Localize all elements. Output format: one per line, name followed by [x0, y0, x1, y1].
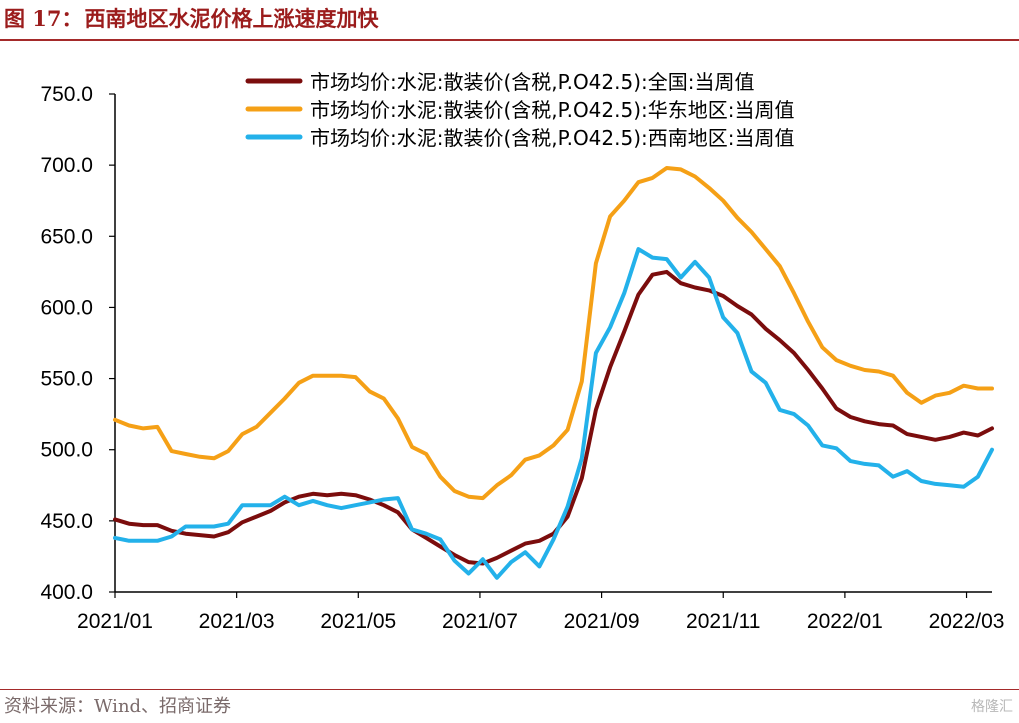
x-tick-label: 2021/09 [564, 610, 640, 633]
source-divider [0, 689, 1019, 690]
watermark-logo: 格隆汇 [971, 699, 1013, 715]
y-tick-label: 500.0 [40, 439, 93, 462]
series-line-3 [113, 247, 994, 580]
legend-label-3: 市场均价:水泥:散装价(含税,P.O42.5):西南地区:当周值 [310, 126, 795, 150]
y-tick-label: 750.0 [40, 83, 93, 106]
series-line-2 [113, 166, 994, 501]
legend-label-1: 市场均价:水泥:散装价(含税,P.O42.5):全国:当周值 [310, 70, 755, 94]
title-divider [0, 39, 1019, 41]
figure-title-text: 西南地区水泥价格上涨速度加快 [84, 6, 379, 31]
y-tick-label: 650.0 [40, 225, 93, 248]
chart-series [113, 166, 994, 580]
x-tick-label: 2021/01 [77, 610, 153, 633]
source-note: 资料来源：Wind、招商证券 [4, 696, 232, 717]
y-tick-label: 700.0 [40, 154, 93, 177]
legend-label-2: 市场均价:水泥:散装价(含税,P.O42.5):华东地区:当周值 [310, 98, 795, 122]
y-tick-label: 550.0 [40, 368, 93, 391]
line-chart: 400.0 450.0 500.0 550.0 600.0 650.0 700.0 750.0… [40, 70, 1004, 633]
y-tick-label: 400.0 [40, 581, 93, 604]
y-tick-label: 450.0 [40, 510, 93, 533]
figure-number: 图 17： [4, 6, 83, 31]
x-tick-label: 2021/11 [686, 610, 760, 633]
y-tick-label: 600.0 [40, 296, 93, 319]
x-tick-label: 2021/03 [199, 610, 275, 633]
x-tick-label: 2021/07 [442, 610, 518, 633]
chart-axes: 400.0 450.0 500.0 550.0 600.0 650.0 700.0 750.0… [40, 83, 1004, 633]
figure-title: 图 17：西南地区水泥价格上涨速度加快 [4, 4, 379, 34]
x-tick-label: 2021/05 [320, 610, 396, 633]
x-tick-label: 2022/01 [807, 610, 883, 633]
series-line-1 [113, 269, 994, 566]
x-tick-label: 2022/03 [929, 610, 1005, 633]
chart-legend: 市场均价:水泥:散装价(含税,P.O42.5):全国:当周值市场均价:水泥:散装… [245, 70, 795, 150]
